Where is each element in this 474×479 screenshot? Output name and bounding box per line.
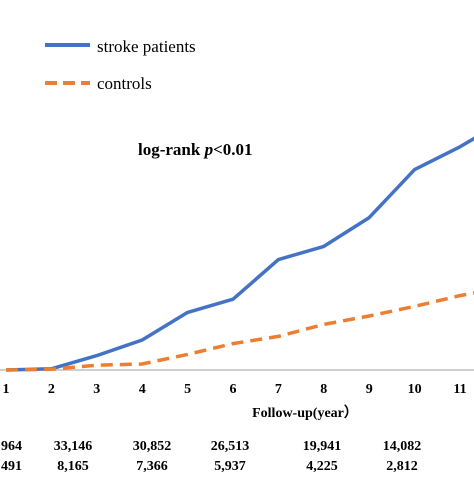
x-tick-label: 3 [93, 382, 100, 397]
x-tick-labels: 1 2 3 4 5 6 7 8 9 10 11 [3, 382, 467, 397]
x-tick-label: 5 [184, 382, 191, 397]
risk-table-cell: 4,225 [306, 459, 338, 474]
x-tick-label: 1 [3, 382, 10, 397]
risk-table-cell: 19,941 [303, 439, 342, 454]
risk-table-cell: 8,165 [57, 459, 89, 474]
x-tick-label: 8 [320, 382, 327, 397]
log-rank-suffix: <0.01 [213, 140, 252, 159]
series-line-stroke-patients [5, 136, 474, 372]
risk-table-cell: 964 [1, 439, 22, 454]
x-tick-label: 6 [230, 382, 237, 397]
log-rank-prefix: log-rank [138, 140, 205, 159]
risk-table: 964 33,146 30,852 26,513 19,941 14,082 491 8,16… [1, 439, 421, 474]
x-axis-label: Follow-up(year） [252, 405, 358, 421]
series-lines [5, 136, 474, 372]
risk-table-cell: 491 [1, 459, 22, 474]
x-tick-label: 10 [408, 382, 422, 397]
risk-table-cell: 7,366 [136, 459, 168, 474]
x-tick-label: 4 [139, 382, 146, 397]
legend: stroke patients controls [45, 37, 196, 93]
x-tick-label: 2 [48, 382, 55, 397]
risk-table-cell: 5,937 [214, 459, 246, 474]
risk-table-cell: 30,852 [133, 439, 172, 454]
x-tick-label: 7 [275, 382, 282, 397]
log-rank-p: p [203, 140, 214, 159]
legend-label-stroke-patients: stroke patients [97, 37, 196, 56]
x-tick-label: 9 [366, 382, 373, 397]
series-line-controls [5, 291, 474, 372]
x-tick-label: 11 [453, 382, 466, 397]
risk-table-cell: 33,146 [54, 439, 93, 454]
risk-table-cell: 2,812 [386, 459, 418, 474]
legend-label-controls: controls [97, 74, 152, 93]
risk-table-cell: 14,082 [383, 439, 422, 454]
risk-table-cell: 26,513 [211, 439, 250, 454]
log-rank-annotation: log-rank p<0.01 [138, 140, 253, 159]
